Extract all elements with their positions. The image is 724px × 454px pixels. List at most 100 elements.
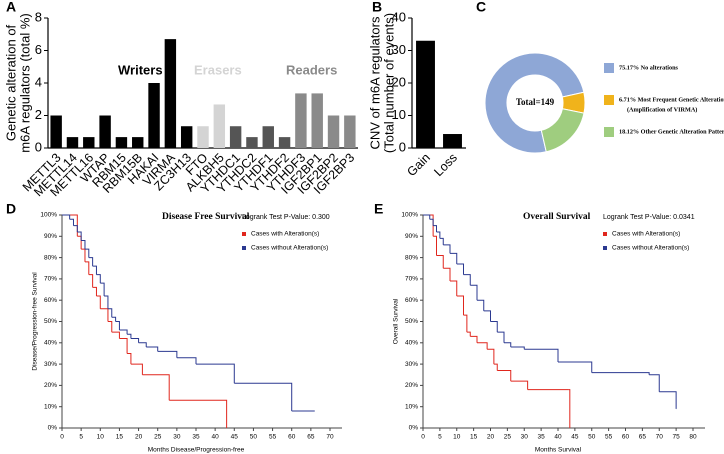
survival-step bbox=[100, 308, 109, 322]
x-tick-label: 40 bbox=[554, 434, 562, 441]
x-tick-label: Gain bbox=[404, 151, 433, 180]
x-tick-label: 25 bbox=[154, 434, 162, 441]
y-tick-label: 100% bbox=[401, 212, 418, 219]
x-tick-label: 70 bbox=[656, 434, 664, 441]
x-tick-label: 60 bbox=[622, 434, 630, 441]
y-tick-label: 0 bbox=[35, 139, 42, 154]
y-tick-label: 90% bbox=[405, 233, 418, 240]
bar bbox=[278, 137, 291, 148]
x-tick-label: 35 bbox=[192, 434, 200, 441]
legend-label: (Amplification of VIRMA) bbox=[627, 106, 697, 113]
y-tick-label: 90% bbox=[44, 233, 57, 240]
survival-step bbox=[169, 399, 228, 428]
survival-step bbox=[524, 348, 559, 362]
survival-step bbox=[483, 310, 491, 322]
panel-label: D bbox=[6, 201, 16, 217]
x-tick-label: 55 bbox=[269, 434, 277, 441]
bar bbox=[197, 126, 209, 148]
survival-step bbox=[497, 369, 512, 382]
survival-step bbox=[176, 357, 197, 365]
x-tick-label: 15 bbox=[470, 434, 478, 441]
group-label: Writers bbox=[118, 62, 163, 77]
survival-step bbox=[429, 218, 434, 226]
bar bbox=[311, 93, 323, 148]
panel-label: B bbox=[372, 0, 382, 15]
x-tick-label: 50 bbox=[588, 434, 596, 441]
y-tick-label: 0% bbox=[409, 425, 419, 432]
survival-step bbox=[497, 331, 505, 343]
survival-step bbox=[510, 380, 529, 390]
survival-step bbox=[115, 321, 120, 331]
pie-slice bbox=[540, 108, 585, 153]
x-tick-label: 5 bbox=[79, 434, 83, 441]
survival-step bbox=[568, 389, 571, 428]
survival-step bbox=[470, 284, 478, 301]
survival-step bbox=[127, 352, 132, 365]
bar bbox=[164, 39, 177, 148]
y-tick-label: 0% bbox=[48, 425, 58, 432]
y-axis-label: CNV of m6A regulators bbox=[367, 16, 382, 149]
bar bbox=[229, 126, 242, 148]
legend-label: 75.17% No alterations bbox=[619, 64, 679, 71]
survival-step bbox=[443, 267, 451, 282]
bar bbox=[262, 126, 274, 148]
x-tick-label: 70 bbox=[326, 434, 334, 441]
survival-step bbox=[649, 374, 660, 392]
y-tick-label: 70% bbox=[405, 276, 418, 283]
bar bbox=[115, 137, 128, 148]
x-tick-label: 10 bbox=[453, 434, 461, 441]
legend-label: 6.71% Most Frequent Genetic Alteration bbox=[619, 96, 724, 103]
y-tick-label: 50% bbox=[405, 318, 418, 325]
survival-step bbox=[111, 316, 117, 322]
y-tick-label: 40% bbox=[405, 340, 418, 347]
x-tick-label: 5 bbox=[438, 434, 442, 441]
survival-step bbox=[84, 248, 90, 258]
bar bbox=[50, 115, 62, 148]
group-label: Readers bbox=[286, 62, 337, 77]
survival-step bbox=[130, 363, 143, 375]
panel-label: C bbox=[476, 0, 486, 15]
x-tick-label: 25 bbox=[504, 434, 512, 441]
survival-step bbox=[423, 214, 431, 220]
survival-step bbox=[81, 240, 86, 250]
panel-label: A bbox=[6, 0, 16, 15]
y-tick-label: 40% bbox=[44, 340, 57, 347]
survival-step bbox=[100, 282, 105, 296]
survival-step bbox=[487, 348, 495, 365]
y-tick-label: 50% bbox=[44, 318, 57, 325]
bar bbox=[66, 137, 79, 148]
survival-step bbox=[439, 237, 444, 245]
survival-step bbox=[92, 265, 97, 275]
y-tick-label: 6 bbox=[35, 42, 42, 57]
survival-step bbox=[450, 252, 458, 264]
bar bbox=[83, 137, 95, 148]
x-tick-label: 50 bbox=[250, 434, 258, 441]
survival-step bbox=[433, 225, 437, 233]
survival-step bbox=[433, 235, 437, 256]
survival-step bbox=[92, 286, 97, 296]
survival-step bbox=[436, 254, 444, 269]
survival-step bbox=[470, 335, 478, 343]
y-tick-label: 80% bbox=[405, 254, 418, 261]
group-label: Erasers bbox=[194, 62, 242, 77]
survival-step bbox=[130, 338, 140, 343]
y-tick-label: 8 bbox=[35, 9, 42, 24]
survival-step bbox=[119, 338, 128, 354]
pie-slice bbox=[484, 52, 585, 154]
bar bbox=[295, 93, 307, 148]
survival-step bbox=[77, 235, 82, 250]
x-axis-label: Months Disease/Progression-free bbox=[148, 447, 245, 454]
x-tick-label: 0 bbox=[60, 434, 64, 441]
legend-label: Cases without Alteration(s) bbox=[612, 245, 689, 252]
survival-step bbox=[456, 263, 464, 275]
x-tick-label: 80 bbox=[689, 434, 697, 441]
x-tick-label: 10 bbox=[97, 434, 105, 441]
x-tick-label: 65 bbox=[307, 434, 315, 441]
x-tick-label: Loss bbox=[431, 151, 460, 180]
survival-step bbox=[493, 363, 498, 371]
survival-step bbox=[510, 346, 525, 350]
y-tick-label: 10% bbox=[405, 403, 418, 410]
survival-step bbox=[456, 295, 464, 316]
y-tick-label: 60% bbox=[405, 297, 418, 304]
